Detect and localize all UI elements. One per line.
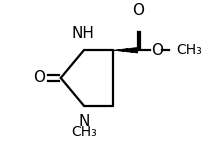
Text: O: O [132, 3, 144, 18]
Text: N: N [78, 114, 90, 129]
Text: CH₃: CH₃ [176, 43, 202, 57]
Text: NH: NH [72, 26, 95, 41]
Polygon shape [113, 47, 138, 53]
Text: CH₃: CH₃ [71, 125, 97, 139]
Text: O: O [151, 43, 163, 58]
Text: O: O [33, 70, 45, 85]
